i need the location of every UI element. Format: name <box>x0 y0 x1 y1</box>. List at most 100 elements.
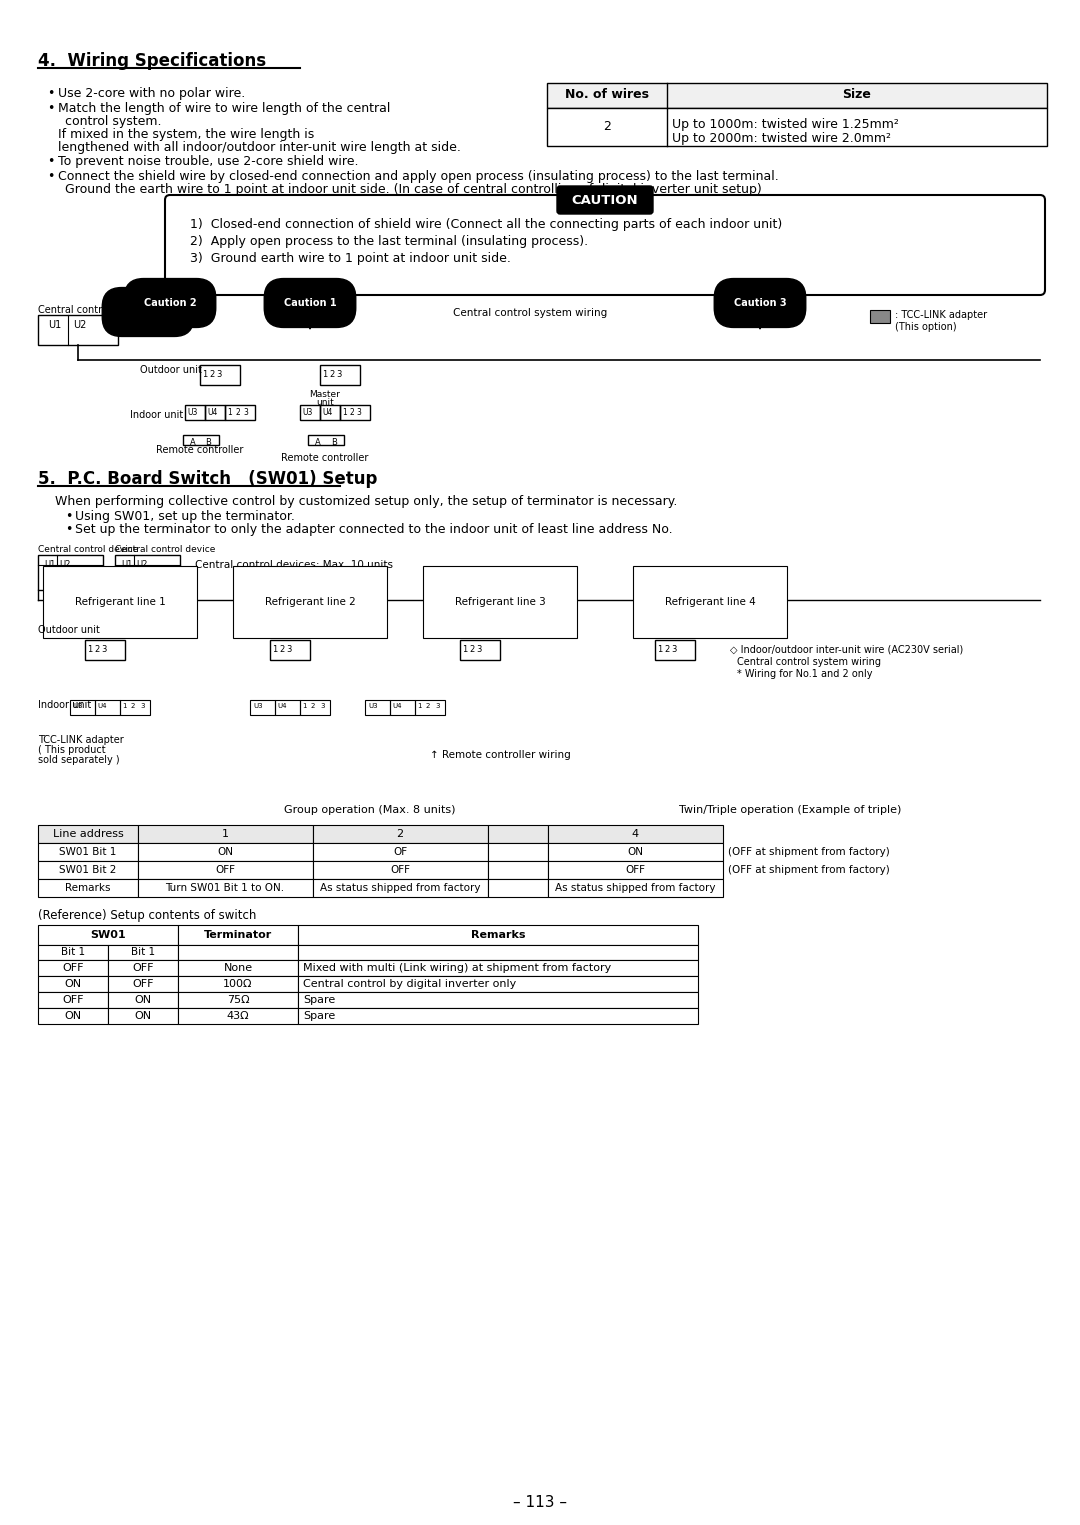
Bar <box>548 862 723 878</box>
FancyBboxPatch shape <box>165 195 1045 294</box>
Text: 100Ω: 100Ω <box>224 979 253 990</box>
Text: Group operation (Max. 8 units): Group operation (Max. 8 units) <box>284 805 456 814</box>
Bar <box>183 435 219 445</box>
Text: 2: 2 <box>311 703 315 709</box>
Text: Remote controller: Remote controller <box>157 445 244 454</box>
Bar <box>270 640 310 660</box>
Bar <box>365 700 390 715</box>
Text: 43Ω: 43Ω <box>227 1011 249 1022</box>
Text: 3: 3 <box>336 371 341 380</box>
Text: * Wiring for No.1 and 2 only: * Wiring for No.1 and 2 only <box>737 669 873 679</box>
Text: 3: 3 <box>476 645 482 654</box>
Text: 3: 3 <box>286 645 292 654</box>
Text: U3: U3 <box>368 703 378 709</box>
Text: Central control devices: Max. 10 units: Central control devices: Max. 10 units <box>195 560 393 570</box>
Text: ON: ON <box>134 1011 151 1022</box>
Text: ◇ Indoor/outdoor inter-unit wire (AC230V serial): ◇ Indoor/outdoor inter-unit wire (AC230V… <box>730 645 963 656</box>
Text: •: • <box>65 509 72 523</box>
Text: U4: U4 <box>59 570 70 580</box>
Text: Central control device: Central control device <box>38 305 146 316</box>
Text: Caution 1: Caution 1 <box>284 297 336 308</box>
Text: Spare: Spare <box>303 1011 335 1022</box>
Text: 1: 1 <box>227 409 232 416</box>
Text: Central control system wiring: Central control system wiring <box>737 657 881 666</box>
Text: 5.  P.C. Board Switch   (SW01) Setup: 5. P.C. Board Switch (SW01) Setup <box>38 470 377 488</box>
Text: TCC-LINK adapter: TCC-LINK adapter <box>38 735 124 746</box>
Text: U3: U3 <box>73 703 83 709</box>
Text: unit: unit <box>316 398 334 407</box>
Text: (OFF at shipment from factory): (OFF at shipment from factory) <box>728 865 890 875</box>
Bar <box>114 555 180 590</box>
Bar <box>38 926 178 946</box>
Text: U3: U3 <box>44 570 56 580</box>
Text: Ground the earth wire to 1 point at indoor unit side. (In case of central contro: Ground the earth wire to 1 point at indo… <box>65 183 761 197</box>
Text: Remarks: Remarks <box>65 883 111 894</box>
Text: Bit 1: Bit 1 <box>131 947 156 958</box>
Text: As status shipped from factory: As status shipped from factory <box>555 883 715 894</box>
Text: 2: 2 <box>235 409 240 416</box>
Bar <box>340 406 370 419</box>
Bar <box>313 843 488 862</box>
Bar <box>38 961 108 976</box>
Text: 3: 3 <box>672 645 677 654</box>
Text: •: • <box>48 87 54 101</box>
Text: Refrigerant line 1: Refrigerant line 1 <box>75 596 165 607</box>
Bar <box>138 825 313 843</box>
Bar <box>205 406 225 419</box>
Text: Spare: Spare <box>303 994 335 1005</box>
Bar <box>178 961 298 976</box>
Text: 3: 3 <box>320 703 324 709</box>
Text: 3: 3 <box>216 371 221 380</box>
Text: B: B <box>332 438 337 447</box>
Bar <box>548 825 723 843</box>
Text: 1: 1 <box>342 409 347 416</box>
Bar <box>38 843 138 862</box>
Bar <box>298 946 698 961</box>
Text: 2: 2 <box>210 371 215 380</box>
Text: If mixed in the system, the wire length is: If mixed in the system, the wire length … <box>58 128 314 140</box>
Bar <box>38 878 138 897</box>
Bar <box>138 878 313 897</box>
Bar <box>548 878 723 897</box>
Text: Central control device: Central control device <box>38 544 138 554</box>
Bar <box>298 991 698 1008</box>
Text: U1: U1 <box>44 560 56 569</box>
Text: lengthened with all indoor/outdoor inter-unit wire length at side.: lengthened with all indoor/outdoor inter… <box>58 140 461 154</box>
Text: U3: U3 <box>121 570 133 580</box>
Bar <box>298 926 698 946</box>
Text: SW01: SW01 <box>91 930 125 939</box>
Text: U1: U1 <box>121 560 133 569</box>
Text: U2: U2 <box>73 320 86 329</box>
Text: 2: 2 <box>603 120 611 134</box>
Text: 1: 1 <box>302 703 307 709</box>
Text: •: • <box>48 156 54 168</box>
Text: As status shipped from factory: As status shipped from factory <box>320 883 481 894</box>
Bar <box>654 640 696 660</box>
Text: U4: U4 <box>136 570 148 580</box>
Bar <box>178 1008 298 1023</box>
Bar <box>313 825 488 843</box>
Text: Match the length of wire to wire length of the central: Match the length of wire to wire length … <box>58 102 390 114</box>
Text: sold separately ): sold separately ) <box>38 755 120 766</box>
Text: 3: 3 <box>243 409 248 416</box>
Text: Terminator: Terminator <box>204 930 272 939</box>
Text: No. of wires: No. of wires <box>565 88 649 102</box>
Bar <box>460 640 500 660</box>
Text: 2: 2 <box>280 645 285 654</box>
Bar <box>38 976 108 991</box>
Text: Twin/Triple operation (Example of triple): Twin/Triple operation (Example of triple… <box>679 805 901 814</box>
Text: 1: 1 <box>272 645 278 654</box>
Text: 1: 1 <box>417 703 421 709</box>
Bar <box>38 555 103 590</box>
Text: A: A <box>190 438 195 447</box>
Text: Up to 1000m: twisted wire 1.25mm²: Up to 1000m: twisted wire 1.25mm² <box>672 117 899 131</box>
Text: CAUTION: CAUTION <box>571 194 638 206</box>
Bar <box>178 926 298 946</box>
Bar <box>185 406 205 419</box>
Text: 4: 4 <box>632 830 638 839</box>
Text: 2: 2 <box>426 703 430 709</box>
Text: 2: 2 <box>664 645 670 654</box>
Text: ON: ON <box>627 846 643 857</box>
Text: Remarks: Remarks <box>471 930 525 939</box>
Text: •: • <box>48 169 54 183</box>
